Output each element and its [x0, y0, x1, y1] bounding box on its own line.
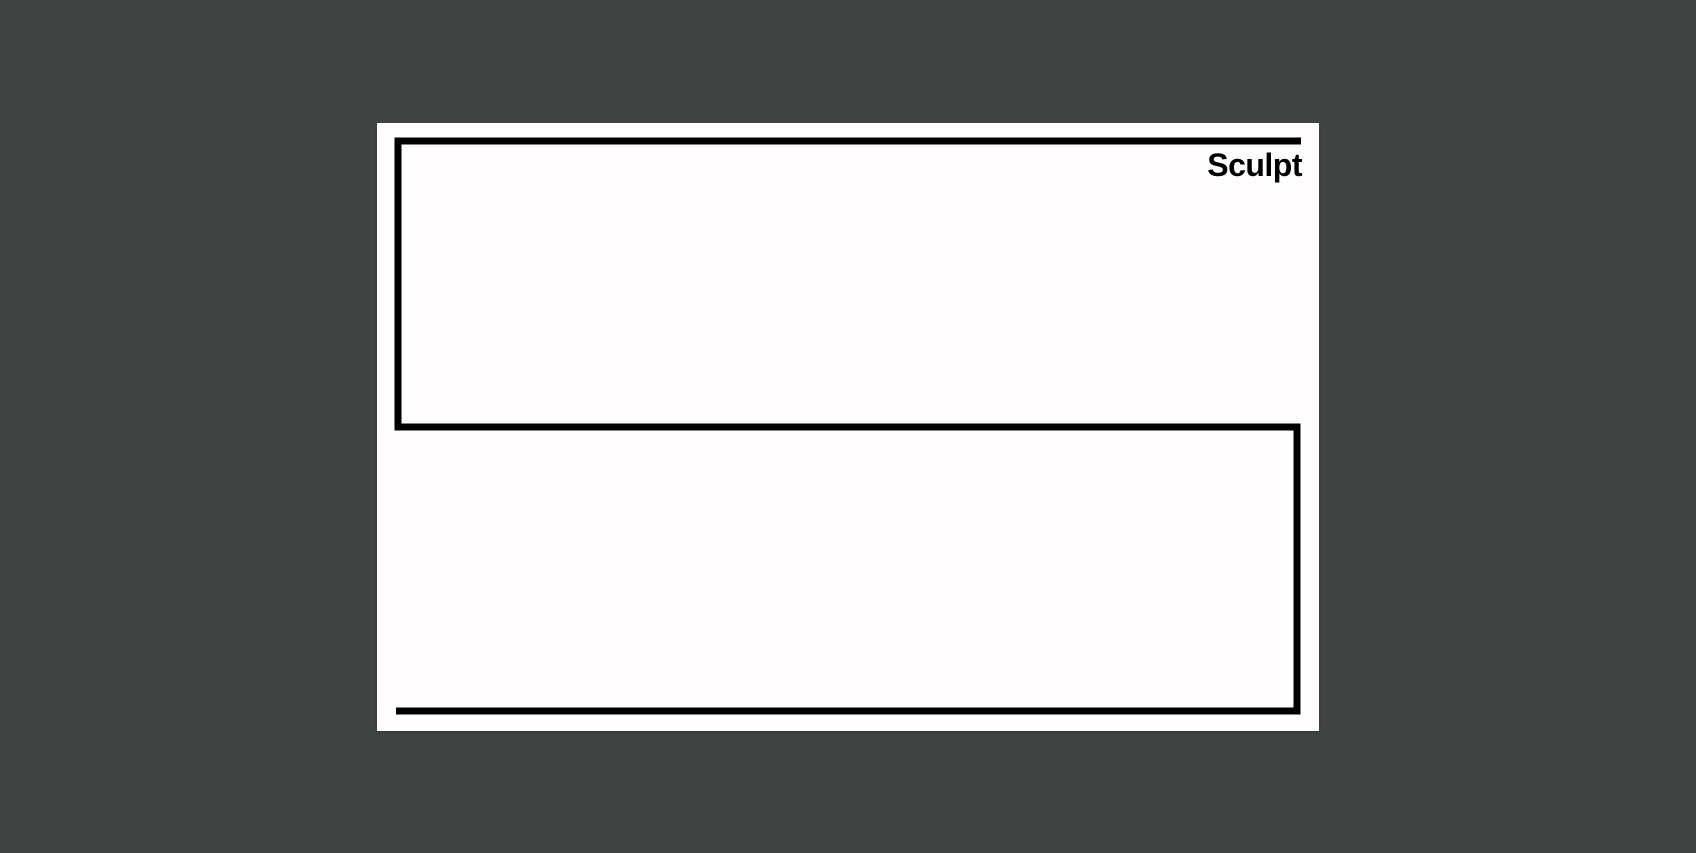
- logo-mark: [394, 137, 1301, 715]
- s-shaped-line: [394, 137, 1301, 715]
- brand-wordmark: Sculpt: [1207, 147, 1302, 183]
- logo-card: Sculpt: [377, 123, 1319, 731]
